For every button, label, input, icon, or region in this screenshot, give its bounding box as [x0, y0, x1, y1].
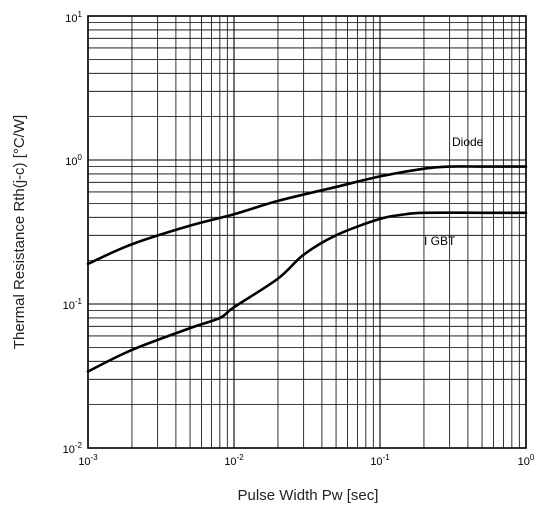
series-line-i-gbt: [86, 211, 528, 373]
x-tick-label: 10-1: [370, 453, 390, 468]
annotation-igbt: I GBT: [424, 234, 456, 248]
series-line-diode: [86, 165, 528, 266]
x-tick-label: 10-3: [78, 453, 98, 468]
curves: [86, 165, 528, 373]
x-tick-label: 100: [518, 453, 535, 468]
x-tick-label: 10-2: [224, 453, 244, 468]
y-tick-label: 10-1: [63, 297, 83, 312]
y-tick-label: 100: [65, 153, 82, 168]
y-axis-title: Thermal Resistance Rth(j-c) [°C/W]: [11, 115, 28, 349]
y-tick-label: 101: [65, 10, 82, 25]
grid: [87, 15, 527, 449]
plot-frame: [87, 15, 527, 449]
annotation-diode: Diode: [452, 135, 484, 149]
y-tick-label: 10-2: [63, 441, 83, 456]
x-axis-title: Pulse Width Pw [sec]: [238, 487, 379, 504]
